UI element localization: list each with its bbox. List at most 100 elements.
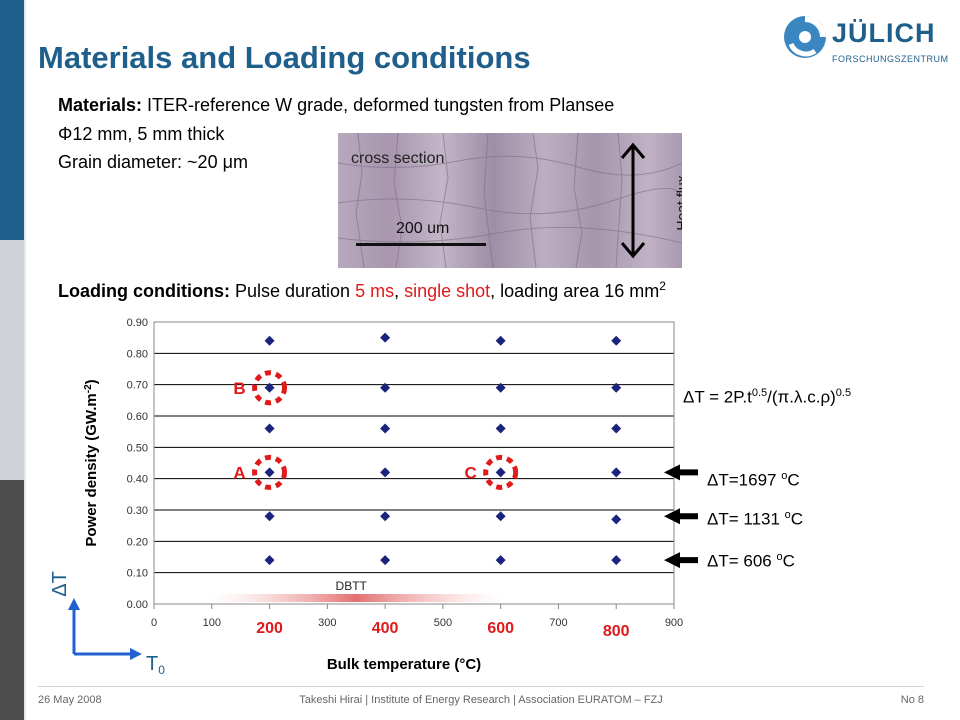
dimensions-line: Φ12 mm, 5 mm thick <box>58 124 225 144</box>
loading-conditions: Loading conditions: Pulse duration 5 ms,… <box>58 279 666 302</box>
y-tick-label: 0.90 <box>127 317 148 329</box>
delta-t-3-sup: o <box>776 551 783 563</box>
logo-subtitle: FORSCHUNGSZENTRUM <box>832 54 949 64</box>
annotation-label-b: B <box>233 379 245 398</box>
cross-section-label: cross section <box>351 150 445 167</box>
loading-text-2: , <box>394 281 405 301</box>
y-tick-label: 0.40 <box>127 474 148 486</box>
annotation-circle-c <box>483 454 519 490</box>
data-points <box>264 332 622 566</box>
annotations: A B C <box>233 370 519 490</box>
t0-label-main: T <box>146 653 158 675</box>
x-tick-label: 700 <box>549 617 567 629</box>
footer-page-number: No 8 <box>900 694 924 706</box>
delta-t-1-prefix: ΔT=1697 <box>707 470 782 490</box>
x-tick-label: 600 <box>487 620 514 637</box>
annotation-label-a: A <box>233 463 245 482</box>
scale-bar-label: 200 um <box>396 220 450 237</box>
data-point <box>264 335 275 346</box>
sidebar-grey <box>0 240 24 480</box>
delta-t-1-sup: o <box>781 470 788 482</box>
data-point <box>380 511 391 522</box>
data-point <box>611 514 622 525</box>
data-point <box>380 467 391 478</box>
loading-text-3: , loading area 16 mm <box>490 281 660 301</box>
x-tick-label: 800 <box>603 623 630 640</box>
chart-axes: 0.00 0.10 0.20 0.30 0.40 0.50 0.60 0.70 0.80 0.90… <box>83 317 683 673</box>
delta-t-label-3: ΔT= 606 oC <box>707 551 795 572</box>
delta-t-axis-arrowhead <box>68 598 80 610</box>
data-point <box>611 555 622 566</box>
delta-t-2-sup: o <box>784 509 791 521</box>
annotation-label-c: C <box>465 463 477 482</box>
y-axis-title-sup: -2 <box>83 384 94 393</box>
scale-bar <box>356 243 486 246</box>
annotation-circle-b <box>252 370 288 406</box>
delta-t-3-unit: C <box>782 551 795 571</box>
dbtt-gradient-bar <box>211 594 501 602</box>
footer-center: Takeshi Hirai | Institute of Energy Rese… <box>299 694 663 706</box>
delta-t-arrowhead-1 <box>664 464 680 481</box>
delta-t-label-1: ΔT=1697 oC <box>707 470 800 491</box>
heat-flux-label: Heat flux <box>673 175 682 231</box>
slide-title: Materials and Loading conditions <box>38 40 531 75</box>
delta-t-arrowhead-2 <box>664 508 680 525</box>
sidebar-blue <box>0 0 24 240</box>
formula-mid: /(π.λ.c.ρ) <box>767 387 836 407</box>
grain-line: Grain diameter: ~20 μm <box>58 152 248 172</box>
data-point <box>611 382 622 393</box>
formula-exp2: 0.5 <box>835 387 852 399</box>
data-point <box>264 467 275 478</box>
delta-t-3-prefix: ΔT= 606 <box>707 551 777 571</box>
t0-label-sub: 0 <box>158 663 165 677</box>
pulse-duration: 5 ms <box>355 281 395 301</box>
y-tick-label: 0.20 <box>127 536 148 548</box>
julich-logo: JÜLICH FORSCHUNGSZENTRUM <box>782 12 948 72</box>
x-tick-label: 500 <box>434 617 452 629</box>
logo-text: JÜLICH <box>832 18 936 48</box>
x-tick-label: 100 <box>203 617 221 629</box>
y-tick-label: 0.00 <box>127 599 148 611</box>
data-point <box>264 555 275 566</box>
delta-t-axis-label: ΔT <box>49 571 71 597</box>
delta-t-label-2: ΔT= 1131 oC <box>707 509 803 530</box>
y-tick-label: 0.50 <box>127 442 148 454</box>
x-tick-label: 200 <box>256 620 283 637</box>
formula-exp1: 0.5 <box>751 387 768 399</box>
data-point <box>495 555 506 566</box>
x-tick-label: 0 <box>151 617 157 629</box>
annotation-circle-a <box>252 454 288 490</box>
data-point <box>380 555 391 566</box>
x-tick-label: 300 <box>318 617 336 629</box>
plot-frame <box>153 321 675 605</box>
loading-area-sup: 2 <box>659 279 666 293</box>
x-tick-label: 900 <box>665 617 683 629</box>
data-point <box>611 467 622 478</box>
y-tick-label: 0.10 <box>127 568 148 580</box>
y-axis-title: Power density (GW.m-2) <box>83 379 100 546</box>
materials-label: Materials: <box>58 95 143 115</box>
y-axis-title-close: ) <box>83 379 100 384</box>
data-point <box>264 511 275 522</box>
delta-t-1-unit: C <box>787 470 800 490</box>
t0-axis-label: T0 <box>146 653 165 677</box>
data-point <box>495 382 506 393</box>
heat-flux-arrow-icon <box>620 142 646 259</box>
x-axis-title: Bulk temperature (°C) <box>327 656 481 673</box>
data-point <box>264 423 275 434</box>
materials-text: ITER-reference W grade, deformed tungste… <box>142 95 615 115</box>
dbtt-label: DBTT <box>336 579 368 593</box>
materials-line: Materials: ITER-reference W grade, defor… <box>58 95 614 116</box>
data-point <box>495 511 506 522</box>
data-point <box>495 335 506 346</box>
y-tick-label: 0.60 <box>127 411 148 423</box>
y-tick-label: 0.80 <box>127 348 148 360</box>
sidebar-divider <box>24 0 26 720</box>
data-point <box>495 423 506 434</box>
delta-t-2-prefix: ΔT= 1131 <box>707 509 785 529</box>
dbtt-band: DBTT <box>211 579 501 602</box>
delta-t-formula: ΔT = 2P.t0.5/(π.λ.c.ρ)0.5 <box>683 387 851 408</box>
formula-lhs: ΔT = 2P.t <box>683 387 752 407</box>
y-tick-label: 0.70 <box>127 380 148 392</box>
